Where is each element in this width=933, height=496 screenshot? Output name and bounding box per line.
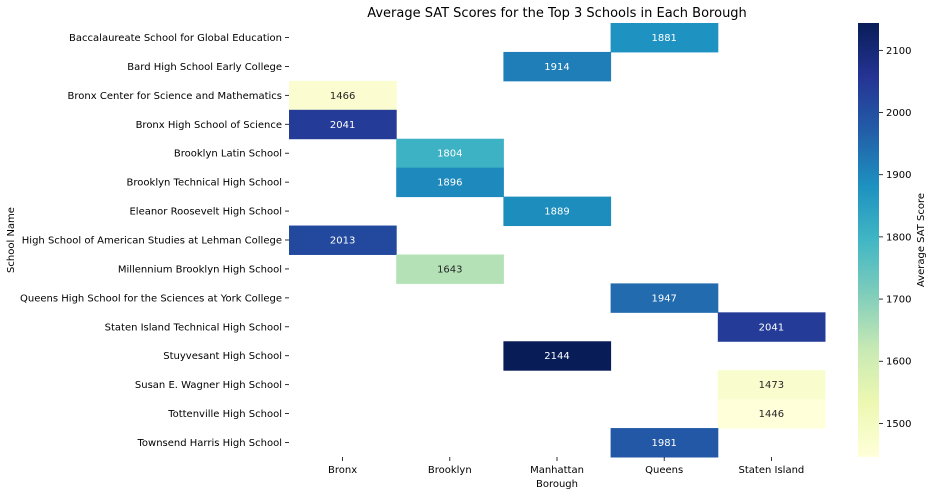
heatmap-cell	[503, 341, 612, 371]
x-tick-label: Bronx	[328, 465, 357, 476]
heatmap-cell	[717, 370, 826, 400]
colorbar-label: Average SAT Score	[916, 193, 927, 287]
colorbar-tick-label: 1600	[886, 357, 911, 368]
heatmap-cell	[396, 138, 504, 169]
y-tick-label: Townsend Harris High School	[137, 438, 283, 449]
colorbar-tick-label: 1700	[886, 295, 911, 306]
y-tick-label: Brooklyn Technical High School	[127, 178, 282, 189]
x-tick-label: Brooklyn	[428, 465, 472, 476]
x-tick-label: Manhattan	[530, 465, 584, 476]
cell-value-label: 1643	[437, 264, 462, 275]
cell-value-label: 2041	[759, 322, 784, 333]
colorbar-tick-label: 1500	[886, 419, 911, 430]
y-axis-label: School Name	[6, 207, 17, 273]
heatmap-cell	[396, 167, 504, 198]
cell-value-label: 1889	[544, 207, 569, 218]
cell-value-label: 1881	[651, 33, 676, 44]
y-tick-label: Staten Island Technical High School	[105, 322, 282, 333]
heatmap-cell	[717, 312, 826, 342]
chart-title: Average SAT Scores for the Top 3 Schools…	[367, 6, 747, 21]
cell-value-label: 1473	[759, 380, 784, 391]
cell-value-label: 1896	[437, 178, 462, 189]
colorbar-tick-label: 2000	[886, 108, 911, 119]
cell-value-label: 1446	[759, 409, 784, 420]
colorbar-tick-label: 1800	[886, 232, 911, 243]
y-tick-label: Bard High School Early College	[127, 62, 282, 73]
y-tick-label: Queens High School for the Sciences at Y…	[20, 293, 282, 304]
heatmap-cell	[289, 109, 397, 140]
heatmap-cell	[610, 23, 719, 53]
cell-value-label: 1466	[330, 91, 355, 102]
colorbar-gradient	[858, 23, 879, 457]
y-tick-label: Millennium Brooklyn High School	[118, 264, 282, 275]
colorbar-ticks: 1500 1600 1700 1800 1900 2000 2100	[879, 46, 911, 430]
heatmap-cell	[503, 196, 612, 227]
y-tick-label: High School of American Studies at Lehma…	[22, 236, 282, 247]
x-tick-labels: Bronx Brooklyn Manhattan Queens Staten Islan…	[328, 457, 804, 476]
y-tick-label: Brooklyn Latin School	[174, 149, 282, 160]
x-axis-label: Borough	[536, 479, 578, 490]
colorbar: 1500 1600 1700 1800 1900 2000 2100 Average SAT…	[858, 23, 927, 457]
x-tick-label: Queens	[645, 465, 683, 476]
cell-value-label: 1804	[437, 149, 462, 160]
cell-value-label: 1914	[544, 62, 569, 73]
x-tick-label: Staten Island	[739, 465, 805, 476]
cell-value-label: 1947	[651, 293, 676, 304]
y-tick-label: Tottenville High School	[167, 409, 282, 420]
y-tick-label: Eleanor Roosevelt High School	[129, 207, 282, 218]
colorbar-tick-label: 1900	[886, 170, 911, 181]
heatmap-cell	[289, 225, 397, 255]
y-tick-label: Baccalaureate School for Global Educatio…	[69, 33, 282, 44]
y-tick-label: Bronx High School of Science	[136, 120, 282, 131]
y-tick-labels: Baccalaureate School for Global Educatio…	[20, 33, 289, 449]
cell-value-label: 1981	[651, 438, 676, 449]
y-tick-label: Bronx Center for Science and Mathematics	[68, 91, 282, 102]
y-tick-label: Susan E. Wagner High School	[135, 380, 282, 391]
cell-value-label: 2013	[330, 236, 355, 247]
heatmap-cell	[396, 254, 504, 284]
heatmap-cell	[610, 428, 719, 458]
heatmap-cell	[610, 283, 719, 313]
cell-value-label: 2144	[544, 351, 569, 362]
heatmap-cell	[717, 399, 826, 429]
heatmap-cell	[289, 80, 397, 111]
heatmap-cell	[503, 51, 612, 82]
heatmap-cells: 1881 1914 1466 2041 1804 1896 1889 2013 1643 1947…	[289, 23, 826, 458]
colorbar-tick-label: 2100	[886, 46, 911, 57]
cell-value-label: 2041	[330, 120, 355, 131]
y-tick-label: Stuyvesant High School	[163, 351, 282, 362]
